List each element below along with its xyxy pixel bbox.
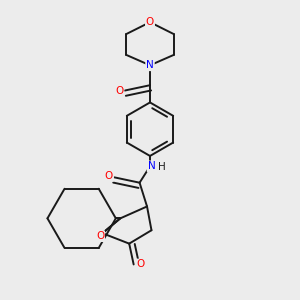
Text: O: O	[96, 231, 104, 241]
Text: O: O	[136, 260, 144, 269]
Text: N: N	[146, 60, 154, 70]
Text: N: N	[148, 161, 155, 171]
Text: O: O	[146, 17, 154, 27]
Text: O: O	[115, 85, 124, 96]
Text: O: O	[105, 171, 113, 181]
Text: H: H	[158, 162, 166, 172]
